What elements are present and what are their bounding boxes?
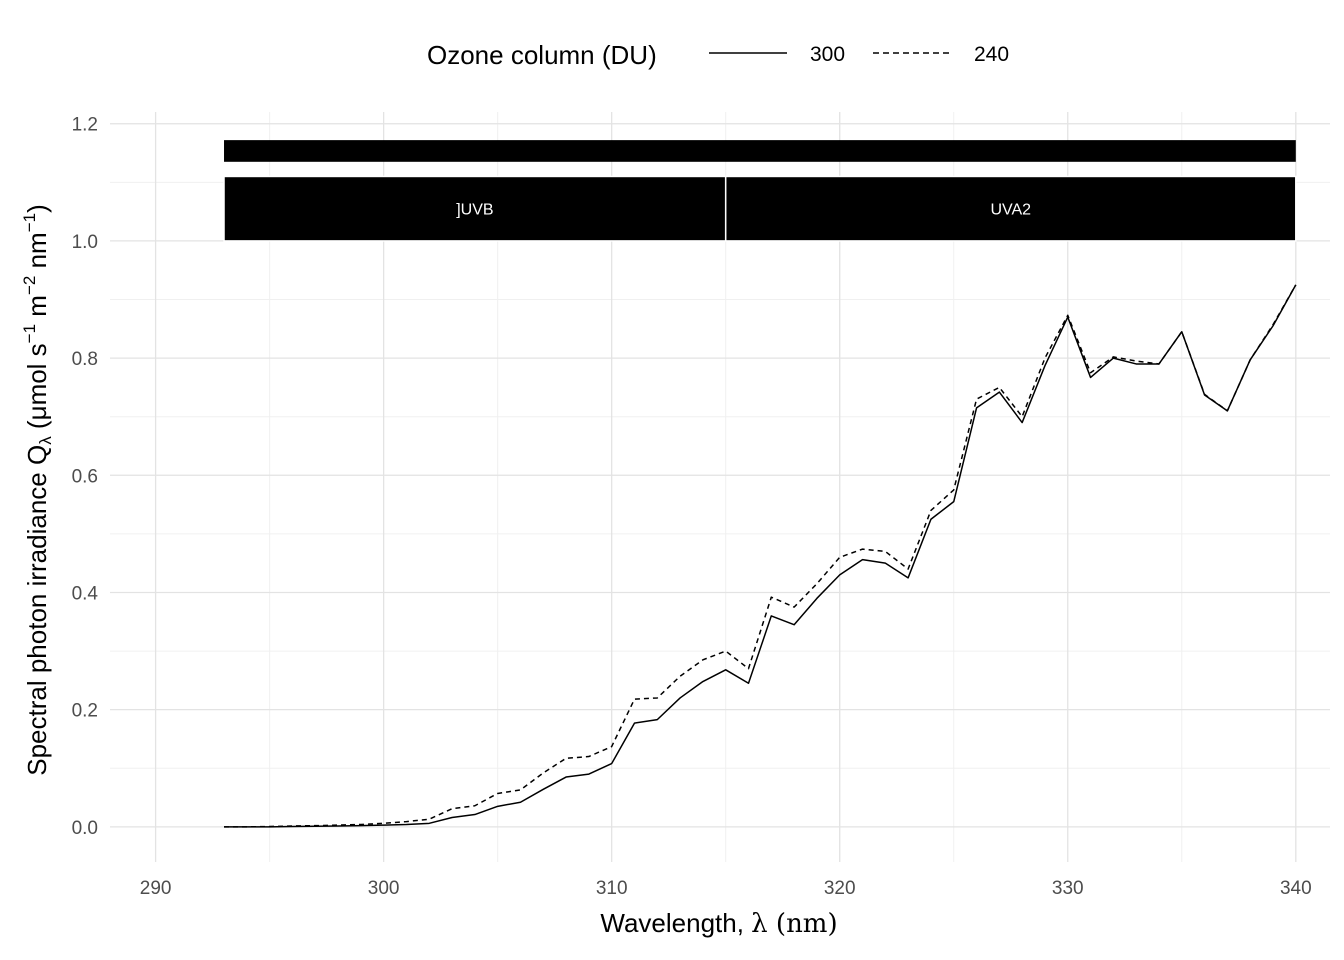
y-axis-title-unit-2: m: [22, 295, 52, 324]
x-tick-label: 310: [596, 878, 628, 899]
y-tick-label: 0.6: [72, 466, 98, 487]
waveband-label: UVA2: [990, 202, 1031, 219]
series-line-240: [224, 284, 1297, 828]
y-tick-label: 1.2: [72, 115, 98, 136]
x-tick-label: 330: [1052, 878, 1084, 899]
x-tick-label: 340: [1280, 878, 1312, 899]
y-axis-title-unit-3: nm: [22, 232, 52, 275]
x-axis-title-unit: (nm): [768, 909, 838, 939]
x-axis-title-text: Wavelength,: [600, 908, 751, 938]
x-tick-label: 290: [140, 878, 172, 899]
data-series: [224, 284, 1297, 828]
y-tick-label: 1.0: [72, 232, 98, 253]
x-axis-title-symbol: λ: [751, 909, 767, 939]
waveband-label: ]UVB: [456, 202, 493, 219]
series-line-300: [224, 284, 1297, 828]
legend: Ozone column (DU) 300 240: [427, 40, 1009, 70]
x-tick-label: 320: [824, 878, 856, 899]
legend-title: Ozone column (DU): [427, 40, 657, 70]
y-tick-label: 0.0: [72, 818, 98, 839]
y-tick-label: 0.8: [72, 349, 98, 370]
y-axis-ticks: 0.0 0.2 0.4 0.6 0.8 1.0 1.2: [72, 115, 99, 839]
x-axis-title: Wavelength, λ (nm): [600, 908, 837, 939]
waveband-region: [223, 175, 727, 242]
x-axis-ticks: 290 300 310 320 330 340: [140, 878, 1312, 899]
y-tick-label: 0.4: [72, 583, 99, 604]
y-axis-title-main: Spectral photon irradiance Q: [22, 445, 52, 776]
y-axis-title-unit-4: ): [22, 204, 52, 213]
waveband-region: [724, 175, 1297, 242]
waveband-annotations: ]UVB UVA2: [223, 140, 1297, 242]
y-axis-title-sup-3: −1: [20, 213, 39, 232]
waveband-top-bar: [224, 140, 1296, 162]
y-axis-title-subscript: λ: [36, 436, 55, 445]
x-tick-label: 300: [368, 878, 400, 899]
y-axis-title-sup-2: −2: [20, 276, 39, 295]
legend-label-240: 240: [974, 43, 1009, 66]
legend-label-300: 300: [810, 43, 845, 66]
y-tick-label: 0.2: [72, 701, 98, 722]
y-axis-title-sup-1: −1: [20, 324, 39, 343]
y-axis-title: Spectral photon irradiance Qλ (μmol s−1 …: [20, 204, 55, 776]
y-axis-title-unit-1: (μmol s: [22, 343, 52, 436]
